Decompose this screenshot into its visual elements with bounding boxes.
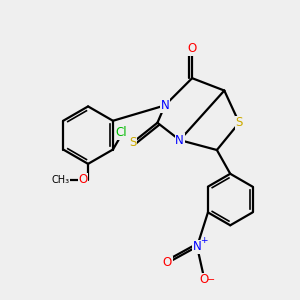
Text: O: O bbox=[78, 173, 88, 186]
Text: −: − bbox=[207, 275, 215, 285]
Text: CH₃: CH₃ bbox=[52, 175, 70, 185]
Text: N: N bbox=[193, 240, 201, 253]
Text: S: S bbox=[236, 116, 243, 129]
Text: O: O bbox=[188, 42, 197, 55]
Text: O: O bbox=[200, 273, 209, 286]
Text: O: O bbox=[163, 256, 172, 269]
Text: N: N bbox=[160, 99, 169, 112]
Text: N: N bbox=[175, 134, 184, 147]
Text: +: + bbox=[200, 236, 207, 245]
Text: Cl: Cl bbox=[116, 126, 127, 139]
Text: S: S bbox=[129, 136, 136, 149]
